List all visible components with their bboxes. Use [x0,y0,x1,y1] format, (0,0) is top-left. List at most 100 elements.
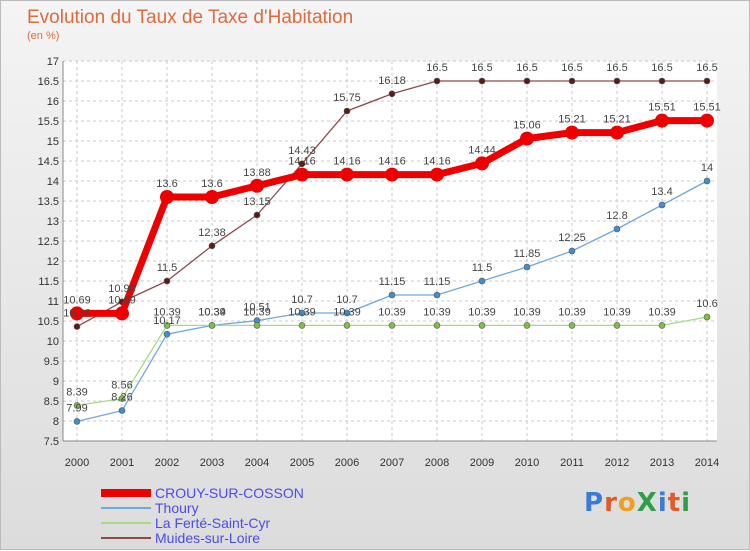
data-point [340,167,354,182]
x-tick-label: 2000 [65,457,89,469]
logo-letter: X [636,488,658,518]
y-tick-label: 16.5 [38,76,59,88]
x-tick-label: 2005 [290,457,314,469]
data-label: 16.18 [378,75,406,87]
data-label: 10.69 [108,294,136,306]
data-point [388,291,396,299]
data-label: 15.21 [558,114,586,126]
data-label: 11.15 [424,276,451,288]
data-point [565,125,579,140]
y-tick-label: 14 [47,176,59,188]
data-point [343,322,351,329]
data-point [73,323,81,330]
data-label: 15.51 [648,102,676,114]
data-point [160,190,174,204]
data-point [298,160,306,168]
data-label: 8.39 [66,386,87,398]
proxiti-logo: ProXiti [584,488,691,518]
data-point [658,322,666,329]
data-point [703,77,711,85]
y-tick-label: 10.5 [38,316,59,328]
logo-letter: r [604,488,618,518]
y-tick-label: 12 [47,256,59,268]
data-point [298,322,306,329]
data-point [298,309,306,317]
data-label: 10.98 [108,283,136,295]
data-label: 8.26 [111,392,132,404]
data-label: 10.17 [153,315,181,327]
data-point [163,330,171,338]
data-point [568,77,576,85]
x-tick-label: 2012 [605,457,629,469]
legend-label: Thoury [155,500,199,516]
data-label: 10.34 [198,306,226,318]
data-point [115,306,129,321]
data-point [433,322,441,329]
data-point [523,263,531,271]
data-label: 16.5 [561,62,582,74]
x-tick-label: 2006 [335,457,359,469]
data-label: 10.51 [243,302,271,314]
data-point [208,322,216,329]
y-tick-label: 13 [47,216,59,228]
x-tick-label: 2011 [560,457,584,469]
y-tick-label: 16 [47,96,59,108]
data-point [385,167,399,182]
data-label: 16.5 [606,62,627,74]
data-label: 16.5 [651,62,672,74]
data-label: 10.39 [198,306,226,318]
x-tick-label: 2004 [245,457,269,469]
y-tick-label: 12.5 [38,236,59,248]
y-tick-label: 9.5 [44,356,59,368]
data-label: 14.16 [333,156,361,168]
y-tick-label: 13.5 [38,196,59,208]
data-point [613,322,621,329]
data-label: 10.39 [648,306,676,318]
data-label: 10.36 [63,308,91,320]
data-point [205,190,219,204]
data-label: 10.69 [63,294,91,306]
data-label: 10.39 [603,306,631,318]
data-label: 16.5 [516,62,537,74]
data-label: 14.16 [378,156,406,168]
data-point [520,131,534,146]
data-label: 10.39 [243,306,271,318]
data-label: 15.75 [333,92,361,104]
data-label: 12.8 [606,210,627,222]
y-tick-label: 7.5 [44,436,59,448]
data-label: 12.38 [198,227,226,239]
data-point [253,211,261,219]
data-label: 10.6 [696,298,717,310]
data-label: 11.85 [514,248,541,260]
data-point [163,322,171,329]
data-label: 13.6 [201,178,222,190]
legend-label: La Ferté-Saint-Cyr [155,515,270,531]
data-label: 10.39 [468,306,496,318]
chart-title: Evolution du Taux de Taxe d'Habitation [27,7,354,28]
data-point [703,177,711,185]
data-label: 14.43 [288,145,316,157]
y-tick-label: 10 [47,336,59,348]
data-point [163,277,171,285]
data-point [703,313,711,321]
data-point [70,306,84,321]
logo-letter: t [667,488,682,518]
data-label: 15.06 [513,120,541,132]
data-point [523,322,531,329]
data-point [568,247,576,255]
data-point [613,225,621,233]
data-label: 14.16 [423,156,451,168]
data-label: 10.39 [153,306,181,318]
data-label: 13.88 [243,167,271,179]
y-tick-label: 15 [47,136,59,148]
data-point [478,277,486,285]
data-label: 12.25 [558,232,586,244]
data-label: 11.5 [157,262,178,274]
logo-letter: i [681,488,692,518]
data-label: 10.39 [513,306,541,318]
logo-letter: i [657,488,668,518]
data-label: 13.6 [156,178,177,190]
x-tick-label: 2003 [200,457,224,469]
